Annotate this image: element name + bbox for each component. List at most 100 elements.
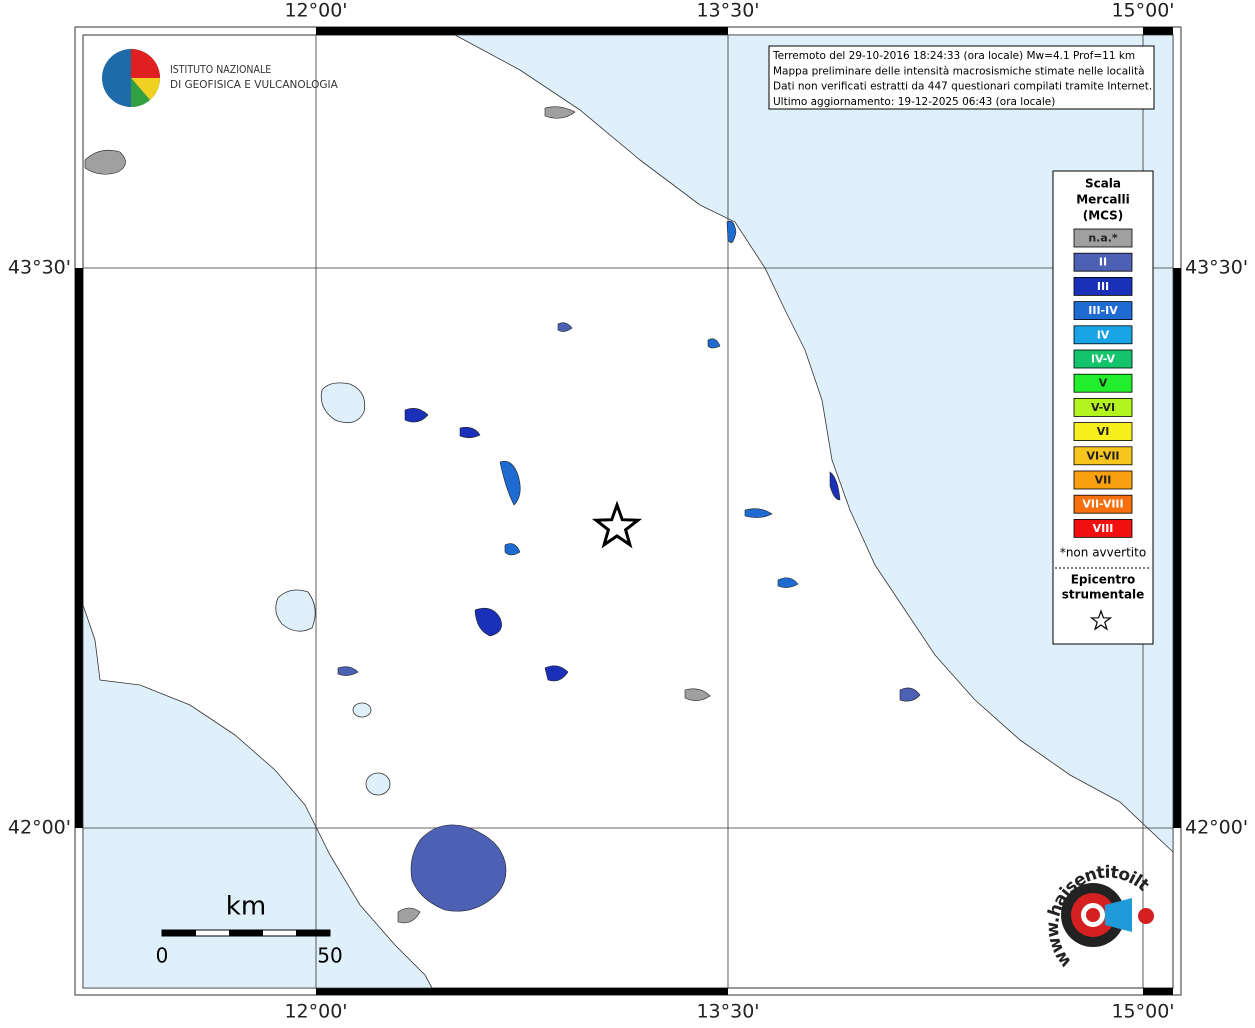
legend-swatch xyxy=(1073,301,1133,321)
logo-sector xyxy=(131,78,161,100)
frame-bar xyxy=(75,268,83,828)
scale-bar: km 0 50 xyxy=(156,892,343,968)
lon-label: 13°30' xyxy=(696,0,759,22)
scale-label: 0 xyxy=(156,944,169,968)
municipality xyxy=(557,322,573,332)
municipality xyxy=(544,106,576,119)
legend-swatch xyxy=(1073,252,1133,272)
legend-label: n.a.* xyxy=(1088,232,1118,245)
logo-ring xyxy=(1086,908,1100,922)
legend-swatch xyxy=(1073,325,1133,345)
legend-epicenter: strumentale xyxy=(1062,588,1145,602)
legend-title: (MCS) xyxy=(1083,209,1124,223)
logo-sector xyxy=(131,49,160,78)
municipality xyxy=(410,824,507,912)
info-box xyxy=(768,45,1155,110)
info-line: Ultimo aggiornamento: 19-12-2025 06:43 (… xyxy=(773,96,1055,108)
municipalities xyxy=(84,106,921,924)
legend-swatch xyxy=(1073,519,1133,538)
municipality xyxy=(707,338,721,349)
lon-label: 13°30' xyxy=(696,1001,759,1023)
frame-bar xyxy=(316,27,728,35)
legend-swatch xyxy=(1073,397,1133,417)
legend-label: VII xyxy=(1095,474,1112,487)
municipality xyxy=(544,665,569,682)
legend-star xyxy=(1089,609,1113,631)
ingv-logo: ISTITUTO NAZIONALE DI GEOFISICA E VULCAN… xyxy=(102,49,339,108)
scale-label: 50 xyxy=(317,944,342,968)
municipality xyxy=(474,607,502,637)
adriatic-sea xyxy=(454,34,1174,853)
municipality xyxy=(337,666,359,676)
legend-swatch xyxy=(1073,276,1133,296)
legend-label: IV-V xyxy=(1091,353,1116,366)
info-text: Terremoto del 29-10-2016 18:24:33 (ora l… xyxy=(772,50,1152,108)
municipality xyxy=(744,508,773,518)
logo-text: ISTITUTO NAZIONALE xyxy=(170,64,271,76)
logo-dot xyxy=(1138,908,1154,924)
municipality xyxy=(829,471,841,501)
frame-bar xyxy=(1143,988,1173,995)
logo-sector xyxy=(131,78,150,108)
lat-label: 42°00' xyxy=(1185,817,1248,839)
legend-swatch xyxy=(1073,349,1133,369)
lon-label: 15°00' xyxy=(1111,0,1174,22)
legend-label: III xyxy=(1097,280,1109,293)
scale-unit: km xyxy=(226,892,266,922)
municipality xyxy=(504,543,521,556)
legend-label: V-VI xyxy=(1091,401,1115,414)
legend-epicenter: Epicentro xyxy=(1071,573,1136,587)
lake xyxy=(365,772,391,796)
legend-note: *non avvertito xyxy=(1060,546,1146,560)
legend-label: VI-VII xyxy=(1086,449,1119,462)
municipality xyxy=(899,687,921,702)
municipality xyxy=(777,577,799,588)
municipality xyxy=(459,427,481,439)
info-line: Terremoto del 29-10-2016 18:24:33 (ora l… xyxy=(772,50,1135,62)
legend-label: VIII xyxy=(1093,522,1114,535)
frame-bar xyxy=(1143,27,1173,35)
coordinate-labels: 12°00' 12°00' 13°30' 13°30' 15°00' 15°00' 43°3… xyxy=(8,0,1248,1023)
frame-bar xyxy=(316,988,728,995)
lon-label: 12°00' xyxy=(284,1001,347,1023)
municipality xyxy=(684,688,711,701)
municipality xyxy=(726,220,737,243)
municipality xyxy=(84,149,126,175)
lake xyxy=(352,702,372,718)
municipality xyxy=(404,408,429,423)
lake xyxy=(275,589,316,632)
logo-text: DI GEOFISICA E VULCANOLOGIA xyxy=(170,79,339,91)
legend-label: III-IV xyxy=(1088,304,1118,317)
lake xyxy=(320,382,366,424)
scale-segment xyxy=(162,930,196,936)
lon-label: 15°00' xyxy=(1111,1001,1174,1023)
municipality xyxy=(397,907,421,924)
legend-label: II xyxy=(1099,256,1107,269)
lat-label: 43°30' xyxy=(1185,257,1248,279)
scale-segment xyxy=(229,930,263,936)
legend-swatch xyxy=(1073,373,1133,393)
legend-title: Scala xyxy=(1085,177,1121,191)
info-line: Dati non verificati estratti da 447 ques… xyxy=(773,81,1152,93)
scale-segment xyxy=(296,930,330,936)
municipality xyxy=(499,461,521,506)
legend-swatch xyxy=(1073,494,1133,514)
legend-label: VII-VIII xyxy=(1082,498,1123,511)
legend: ScalaMercalli(MCS)n.a.*IIIIIIII-IVIVIV-V… xyxy=(1060,177,1146,631)
lat-label: 42°00' xyxy=(8,817,71,839)
lat-label: 43°30' xyxy=(8,257,71,279)
legend-label: V xyxy=(1099,377,1108,390)
tyrrhenian-sea xyxy=(82,604,433,989)
legend-title: Mercalli xyxy=(1076,193,1130,207)
frame-bar xyxy=(1173,268,1181,828)
logo-megaphone xyxy=(1105,898,1132,932)
legend-swatch xyxy=(1073,470,1133,490)
legend-swatch xyxy=(1073,446,1133,466)
info-line: Mappa preliminare delle intensità macros… xyxy=(773,65,1145,77)
legend-swatch xyxy=(1073,422,1133,442)
epicenter xyxy=(591,500,643,549)
legend-label: VI xyxy=(1097,425,1110,438)
